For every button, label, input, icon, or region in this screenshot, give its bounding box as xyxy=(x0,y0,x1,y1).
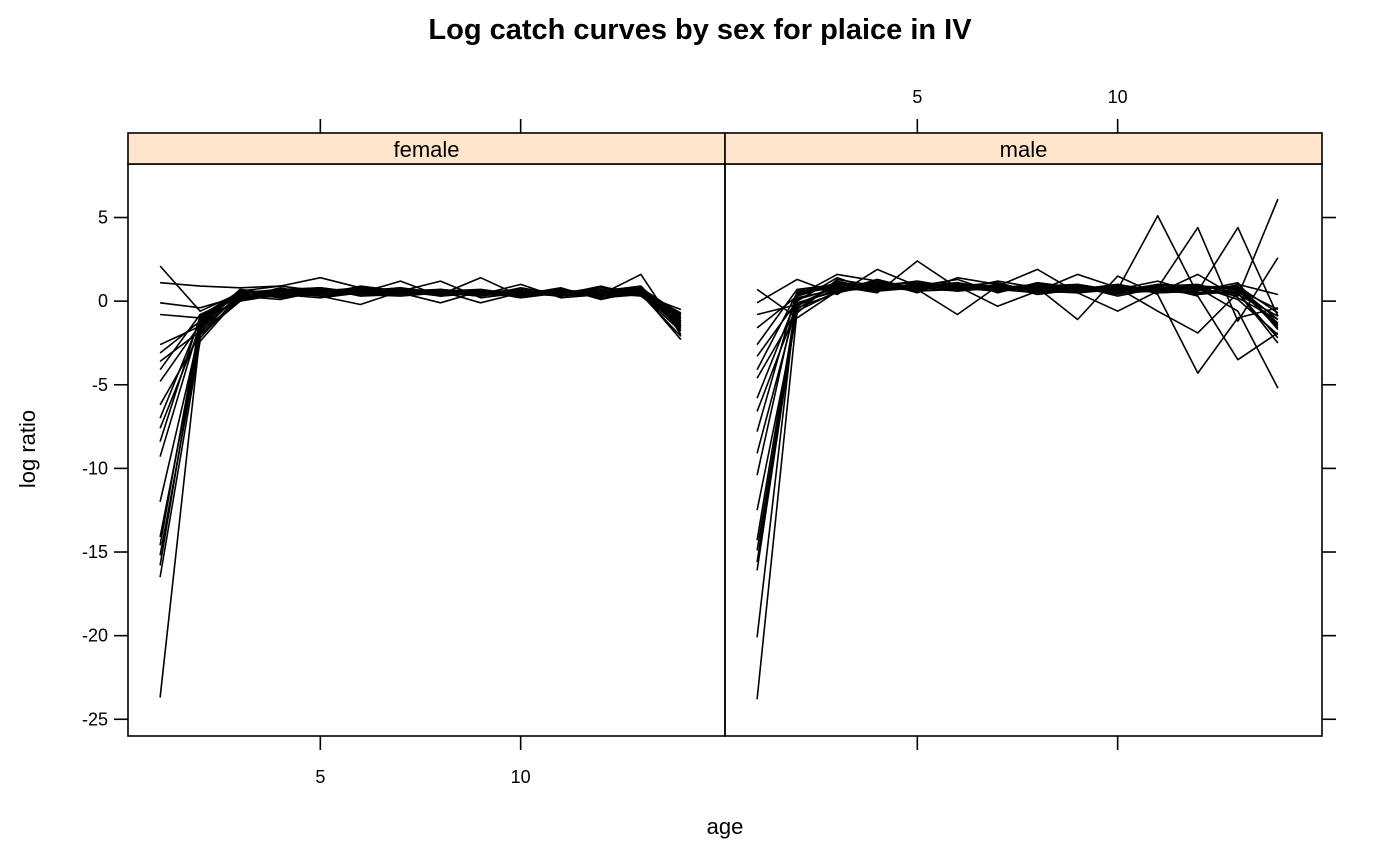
curve-male-15 xyxy=(756,283,1279,541)
y-tick-label--10: -10 xyxy=(82,458,108,478)
curve-male-3 xyxy=(756,226,1279,317)
curve-male-2 xyxy=(756,226,1279,323)
curve-male-14 xyxy=(756,278,1279,511)
y-axis-label: log ratio xyxy=(15,410,40,488)
plot-layer: female 5 10 male 5 10 5 0 -5 -10 -15 -20 -25 xyxy=(82,87,1336,787)
y-tick-label--15: -15 xyxy=(82,542,108,562)
panel-frame-male xyxy=(724,163,1323,737)
curve-female-21 xyxy=(159,290,682,698)
curve-female-19 xyxy=(159,288,682,566)
x-tick-label-bottom-5: 5 xyxy=(315,767,325,787)
y-tick-label-5: 5 xyxy=(98,208,108,228)
curve-male-13 xyxy=(756,281,1279,476)
curve-female-13 xyxy=(159,288,682,442)
curve-male-11 xyxy=(756,280,1279,432)
curve-female-14 xyxy=(159,286,682,457)
curve-female-16 xyxy=(159,285,682,538)
curve-female-17 xyxy=(159,286,682,546)
y-tick-label--20: -20 xyxy=(82,626,108,646)
panel-frame-female xyxy=(127,163,726,737)
x-axis-label: age xyxy=(707,814,744,839)
curve-male-20 xyxy=(756,283,1279,700)
strip-male xyxy=(724,132,1323,165)
curve-female-11 xyxy=(159,285,682,419)
curve-male-19 xyxy=(756,283,1279,638)
curve-male-16 xyxy=(756,281,1279,551)
curve-female-18 xyxy=(159,286,682,556)
curve-female-15 xyxy=(159,288,682,502)
curve-female-10 xyxy=(159,286,682,406)
curve-male-17 xyxy=(756,283,1279,563)
chart-title: Log catch curves by sex for plaice in IV xyxy=(428,14,972,46)
x-tick-label-bottom-10: 10 xyxy=(511,767,531,787)
x-tick-label-top-5: 5 xyxy=(912,87,922,107)
curve-male-4 xyxy=(756,198,1279,329)
curve-female-20 xyxy=(159,286,682,578)
curve-male-12 xyxy=(756,278,1279,454)
x-tick-label-top-10: 10 xyxy=(1108,87,1128,107)
y-tick-label--25: -25 xyxy=(82,709,108,729)
y-tick-label-0: 0 xyxy=(98,291,108,311)
strip-label-female: female xyxy=(393,137,459,162)
y-tick-label--5: -5 xyxy=(92,375,108,395)
strip-label-male: male xyxy=(1000,137,1048,162)
curve-male-18 xyxy=(756,280,1279,571)
